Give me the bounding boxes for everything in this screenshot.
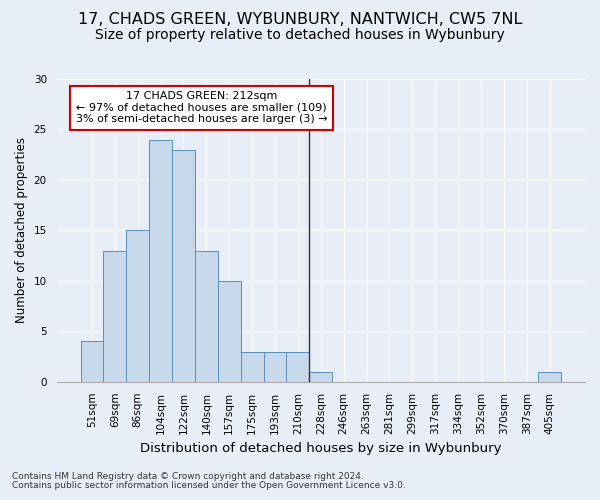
Bar bbox=[149, 140, 172, 382]
X-axis label: Distribution of detached houses by size in Wybunbury: Distribution of detached houses by size … bbox=[140, 442, 502, 455]
Text: Contains public sector information licensed under the Open Government Licence v3: Contains public sector information licen… bbox=[12, 481, 406, 490]
Bar bbox=[263, 352, 286, 382]
Text: 17 CHADS GREEN: 212sqm
← 97% of detached houses are smaller (109)
3% of semi-det: 17 CHADS GREEN: 212sqm ← 97% of detached… bbox=[76, 91, 328, 124]
Bar bbox=[218, 281, 241, 382]
Bar bbox=[241, 352, 263, 382]
Bar bbox=[80, 342, 103, 382]
Bar bbox=[103, 250, 127, 382]
Text: Contains HM Land Registry data © Crown copyright and database right 2024.: Contains HM Land Registry data © Crown c… bbox=[12, 472, 364, 481]
Bar bbox=[127, 230, 149, 382]
Y-axis label: Number of detached properties: Number of detached properties bbox=[15, 138, 28, 324]
Text: 17, CHADS GREEN, WYBUNBURY, NANTWICH, CW5 7NL: 17, CHADS GREEN, WYBUNBURY, NANTWICH, CW… bbox=[78, 12, 522, 28]
Bar bbox=[538, 372, 561, 382]
Bar bbox=[286, 352, 310, 382]
Bar bbox=[195, 250, 218, 382]
Bar bbox=[310, 372, 332, 382]
Bar bbox=[172, 150, 195, 382]
Text: Size of property relative to detached houses in Wybunbury: Size of property relative to detached ho… bbox=[95, 28, 505, 42]
